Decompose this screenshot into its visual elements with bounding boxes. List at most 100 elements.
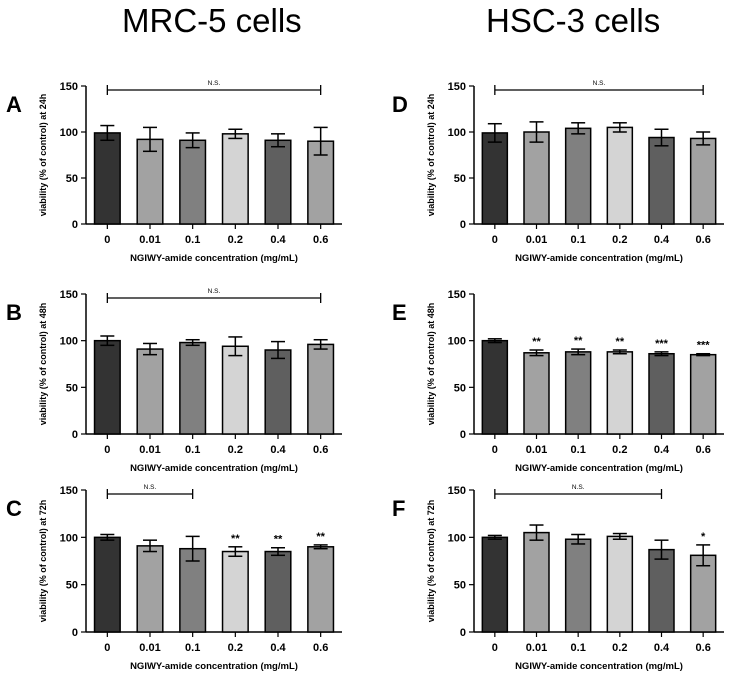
y-axis-label: viability (% of control) at 72h <box>426 500 436 623</box>
bar <box>264 349 292 435</box>
panel-letter: A <box>6 92 22 117</box>
x-tick-label: 0 <box>104 444 110 456</box>
y-tick-label: 50 <box>66 382 78 394</box>
bar <box>264 139 292 225</box>
y-axis-label: viability (% of control) at 48h <box>426 303 436 426</box>
y-tick-label: 0 <box>460 627 466 639</box>
x-tick-label: 0.1 <box>185 642 200 654</box>
bar <box>136 545 164 633</box>
significance-mark: ** <box>532 336 541 348</box>
x-tick-label: 0.01 <box>526 234 547 246</box>
x-tick-label: 0.01 <box>526 642 547 654</box>
x-tick-label: 0.2 <box>612 444 627 456</box>
y-tick-label: 50 <box>454 580 466 592</box>
x-tick-label: 0.2 <box>612 642 627 654</box>
x-tick-label: 0.4 <box>270 234 286 246</box>
bar <box>689 137 717 225</box>
x-tick-label: 0.6 <box>696 444 711 456</box>
bar <box>648 352 675 435</box>
y-axis-label: viability (% of control) at 24h <box>38 94 48 217</box>
bar <box>523 352 550 435</box>
x-tick-label: 0.01 <box>139 642 160 654</box>
bar <box>481 339 509 435</box>
y-tick-label: 150 <box>448 289 466 301</box>
x-tick-label: 0.4 <box>270 444 286 456</box>
bar <box>564 351 592 435</box>
x-tick-label: 0.4 <box>270 642 286 654</box>
ns-label: N.S. <box>208 80 221 87</box>
ns-label: N.S. <box>208 288 221 295</box>
y-tick-label: 50 <box>454 173 466 185</box>
panel-letter: E <box>392 300 407 325</box>
bar <box>221 133 249 225</box>
x-tick-label: 0 <box>492 642 498 654</box>
x-tick-label: 0.4 <box>654 234 670 246</box>
y-tick-label: 0 <box>72 219 78 231</box>
y-tick-label: 50 <box>454 382 466 394</box>
bar <box>264 550 292 633</box>
bar <box>689 353 717 435</box>
y-tick-label: 0 <box>72 429 78 441</box>
significance-mark: ** <box>274 534 283 546</box>
x-tick-label: 0.01 <box>139 234 160 246</box>
bar <box>481 536 509 633</box>
x-tick-label: 0.01 <box>526 444 547 456</box>
bar <box>93 132 121 225</box>
panel-letter: F <box>392 496 405 521</box>
bar <box>564 127 592 225</box>
bar <box>689 554 717 633</box>
x-tick-label: 0.4 <box>654 444 670 456</box>
y-tick-label: 100 <box>448 336 466 348</box>
y-tick-label: 100 <box>60 127 78 139</box>
y-tick-label: 150 <box>448 81 466 93</box>
bar <box>481 132 509 225</box>
y-tick-label: 150 <box>60 81 78 93</box>
x-axis-label: NGIWY-amide concentration (mg/mL) <box>130 463 298 474</box>
bar <box>648 548 675 633</box>
x-tick-label: 0.2 <box>228 234 243 246</box>
significance-mark: ** <box>574 335 583 347</box>
y-axis-label: viability (% of control) at 48h <box>38 303 48 426</box>
ns-label: N.S. <box>144 484 157 491</box>
bar <box>93 339 121 435</box>
bar <box>523 531 550 633</box>
y-tick-label: 0 <box>72 627 78 639</box>
panel-letter: B <box>6 300 22 325</box>
x-tick-label: 0.6 <box>313 642 328 654</box>
y-tick-label: 150 <box>448 485 466 497</box>
x-tick-label: 0.2 <box>612 234 627 246</box>
y-tick-label: 150 <box>60 289 78 301</box>
x-tick-label: 0.1 <box>185 234 200 246</box>
panel-letter: C <box>6 496 22 521</box>
x-tick-label: 0.1 <box>571 642 586 654</box>
ns-label: N.S. <box>572 484 585 491</box>
bar <box>221 345 249 435</box>
significance-mark: ** <box>616 336 625 348</box>
y-tick-label: 100 <box>60 336 78 348</box>
significance-mark: *** <box>655 338 669 350</box>
x-axis-label: NGIWY-amide concentration (mg/mL) <box>130 661 298 672</box>
x-axis-label: NGIWY-amide concentration (mg/mL) <box>515 661 683 672</box>
x-tick-label: 0.1 <box>571 444 586 456</box>
y-tick-label: 0 <box>460 219 466 231</box>
x-tick-label: 0.6 <box>313 444 328 456</box>
x-tick-label: 0.6 <box>313 234 328 246</box>
bar <box>307 546 335 633</box>
bar <box>179 139 207 225</box>
x-tick-label: 0.1 <box>571 234 586 246</box>
significance-mark: ** <box>231 533 240 545</box>
column-title-hsc3: HSC-3 cells <box>486 2 661 39</box>
x-tick-label: 0 <box>104 234 110 246</box>
bar <box>606 535 634 633</box>
panel-letter: D <box>392 92 408 117</box>
x-axis-label: NGIWY-amide concentration (mg/mL) <box>515 463 683 474</box>
y-tick-label: 100 <box>448 532 466 544</box>
x-tick-label: 0.01 <box>139 444 160 456</box>
x-axis-label: NGIWY-amide concentration (mg/mL) <box>130 253 298 264</box>
y-tick-label: 50 <box>66 173 78 185</box>
y-axis-label: viability (% of control) at 24h <box>426 94 436 217</box>
